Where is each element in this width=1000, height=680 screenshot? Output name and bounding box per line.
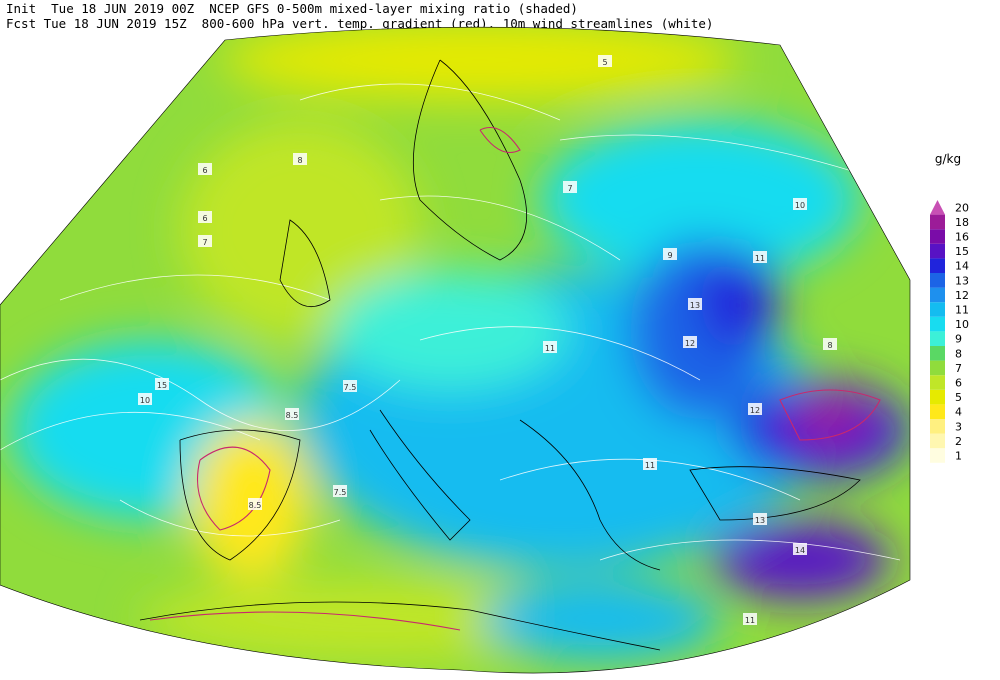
header-line: Init Tue 18 JUN 2019 00Z NCEP GFS 0-500m… [6,1,578,16]
legend-label: 7 [955,362,962,375]
label-box [643,458,657,470]
legend-swatch [930,243,945,259]
legend-swatch [930,331,945,346]
legend-label: 14 [955,260,969,273]
legend-label: 15 [955,245,969,258]
label-box [683,336,697,348]
contour-label: 6 [202,214,207,223]
legend-label: 13 [955,274,969,287]
contour-label: 8.5 [286,411,299,420]
contour-label: 9 [667,251,672,260]
label-box [543,341,557,353]
legend-label: 20 [955,201,969,214]
legend-swatch [930,404,945,419]
legend-label: 9 [955,333,962,346]
label-box [563,181,577,193]
legend-label: 10 [955,318,969,331]
label-box [198,235,212,247]
legend-label: 3 [955,420,962,433]
contour-label: 8 [297,156,302,165]
label-box [823,338,837,350]
contour-label: 14 [795,546,805,555]
label-box [598,55,612,67]
legend-swatch [930,302,945,317]
contour-label: 12 [685,339,695,348]
contour-label: 7.5 [334,488,347,497]
contour-label: 11 [645,461,655,470]
label-box [748,403,762,415]
legend-label: 16 [955,231,969,244]
contour-label: 10 [795,201,805,210]
contour-label: 8.5 [249,501,262,510]
legend-swatch [930,258,945,273]
contour-label: 7 [567,184,572,193]
legend-swatch [930,214,945,230]
legend-label: 18 [955,216,969,229]
legend-swatch [930,316,945,332]
contour-label: 10 [140,396,150,405]
contour-label: 6 [202,166,207,175]
legend-swatch [930,346,945,361]
legend-swatch [930,419,945,434]
contour-label: 13 [755,516,765,525]
contour-label: 15 [157,381,167,390]
contour-label: 11 [545,344,555,353]
legend-swatch [930,287,945,303]
legend-label: 2 [955,435,962,448]
legend-label: 8 [955,347,962,360]
map-border [0,26,911,674]
legend-label: 1 [955,450,962,463]
label-box [285,408,299,420]
contour-label: 13 [690,301,700,310]
contour-label: 11 [745,616,755,625]
legend-swatch [930,229,945,244]
legend-swatch [930,273,945,288]
legend-label: 12 [955,289,969,302]
contour-label: 7 [202,238,207,247]
label-box [663,248,677,260]
legend-swatch [930,389,945,405]
legend-swatch [930,448,945,463]
label-box [155,378,169,390]
label-box [688,298,702,310]
legend-unit: g/kg [935,152,961,166]
label-box [198,163,212,175]
label-box [293,153,307,165]
legend-label: 5 [955,391,962,404]
label-box [793,198,807,210]
contour-label: 11 [755,254,765,263]
label-box [138,393,152,405]
label-box [248,498,262,510]
label-box [343,380,357,392]
label-box [753,513,767,525]
contour-label: 12 [750,406,760,415]
legend-label: 4 [955,406,962,419]
label-box [753,251,767,263]
legend-swatch [930,375,945,390]
label-box [333,485,347,497]
legend-label: 11 [955,304,969,317]
legend-swatch [930,360,945,376]
label-box [743,613,757,625]
contour-label: 5 [602,58,607,67]
contour-label: 8 [827,341,832,350]
label-box [793,543,807,555]
legend-swatch [930,200,945,215]
header-line: Fcst Tue 18 JUN 2019 15Z 800-600 hPa ver… [6,16,714,31]
contour-label: 7.5 [344,383,357,392]
legend-swatch [930,433,945,449]
label-box [198,211,212,223]
legend-label: 6 [955,377,962,390]
